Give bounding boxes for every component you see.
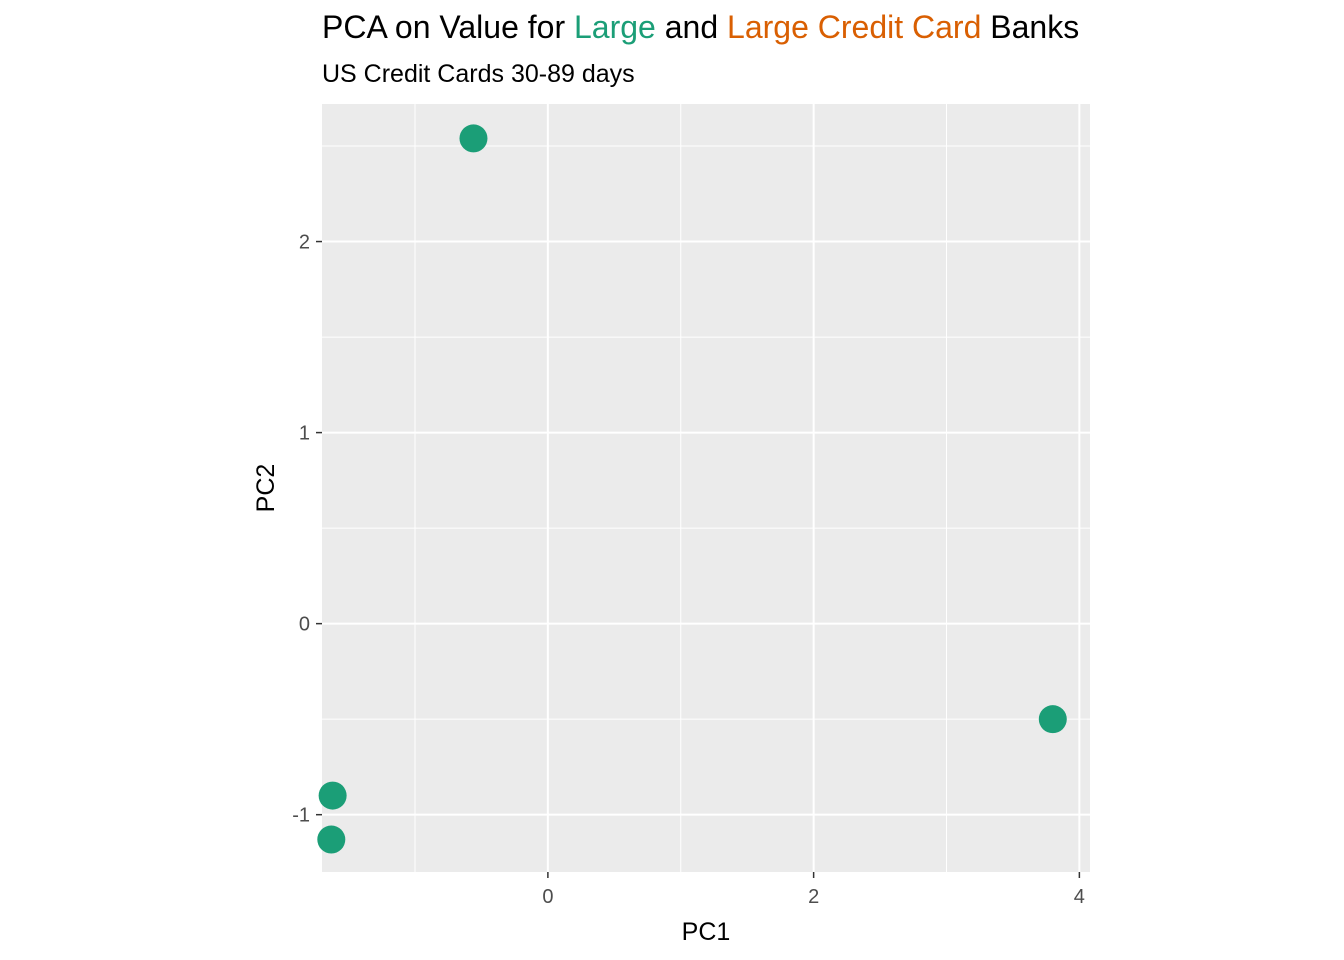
data-points xyxy=(317,124,1067,854)
x-axis-title: PC1 xyxy=(682,918,731,946)
y-tick-label: 0 xyxy=(299,614,310,636)
data-point xyxy=(1038,705,1067,734)
data-point xyxy=(317,825,346,854)
tick-labels: 0 2 4 -1 0 1 2 xyxy=(292,232,1085,908)
chart-subtitle: US Credit Cards 30-89 days xyxy=(322,60,635,88)
y-tick-label: 2 xyxy=(299,232,310,254)
y-tick-label: 1 xyxy=(299,423,310,445)
title-part-2: and xyxy=(655,9,728,45)
major-grid xyxy=(322,104,1090,872)
y-tick-label: -1 xyxy=(292,805,310,827)
title-part-4: Banks xyxy=(981,9,1080,45)
x-tick-label: 2 xyxy=(808,886,819,908)
data-point xyxy=(459,124,488,153)
title-part-3: Large Credit Card xyxy=(727,9,982,45)
minor-grid xyxy=(322,104,1090,872)
y-axis-title: PC2 xyxy=(252,464,280,513)
title-part-0: PCA on Value for xyxy=(322,9,574,45)
title-part-1: Large xyxy=(574,9,656,45)
chart-title: PCA on Value for Large and Large Credit … xyxy=(322,9,1079,46)
x-tick-label: 0 xyxy=(542,886,553,908)
axis-ticks xyxy=(316,240,1081,878)
plot-panel xyxy=(322,104,1090,872)
data-point xyxy=(318,781,347,810)
x-tick-label: 4 xyxy=(1074,886,1085,908)
